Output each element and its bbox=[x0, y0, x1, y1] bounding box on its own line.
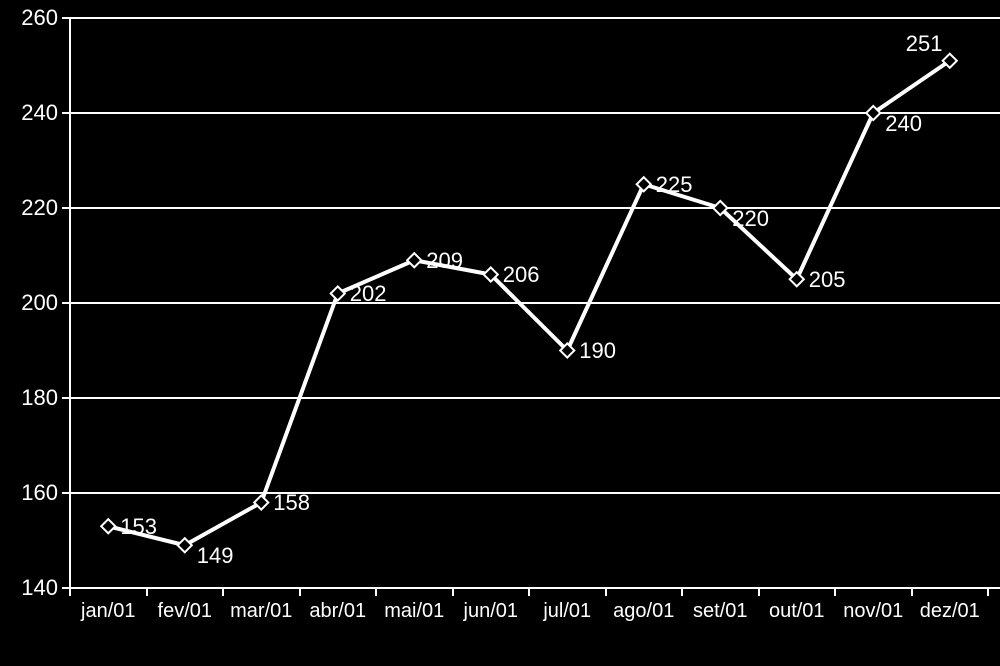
series-line bbox=[108, 61, 950, 546]
series-plot bbox=[0, 0, 1000, 666]
data-label: 206 bbox=[503, 262, 540, 288]
data-label: 240 bbox=[885, 111, 922, 137]
data-label: 202 bbox=[350, 281, 387, 307]
line-chart: 140160180200220240260jan/01fev/01mar/01a… bbox=[0, 0, 1000, 666]
data-label: 251 bbox=[906, 31, 943, 57]
data-marker bbox=[407, 253, 421, 267]
data-label: 149 bbox=[197, 543, 234, 569]
data-label: 209 bbox=[426, 248, 463, 274]
data-label: 205 bbox=[809, 267, 846, 293]
data-label: 220 bbox=[732, 206, 769, 232]
data-label: 225 bbox=[656, 172, 693, 198]
data-marker bbox=[331, 286, 345, 300]
data-marker bbox=[637, 177, 651, 191]
data-label: 190 bbox=[579, 338, 616, 364]
data-label: 153 bbox=[120, 514, 157, 540]
data-label: 158 bbox=[273, 490, 310, 516]
data-marker bbox=[101, 519, 115, 533]
